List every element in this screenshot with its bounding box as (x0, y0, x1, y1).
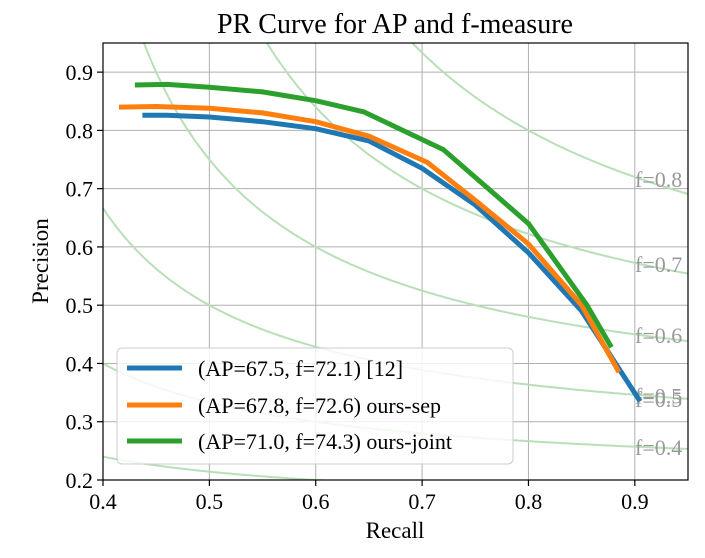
iso-f-curve-0 (411, 43, 688, 196)
y-axis-label: Precision (28, 218, 53, 304)
iso-f-label-0: f=0.8 (635, 167, 682, 192)
iso-f-label-1: f=0.7 (635, 252, 682, 277)
y-tick-label-0: 0.2 (66, 468, 94, 493)
iso-f-label-4: f=0.4 (635, 435, 682, 460)
y-tick-label-2: 0.4 (66, 351, 94, 376)
y-axis-ticks: 0.2 0.3 0.4 0.5 0.6 0.7 0.8 0.9 (66, 60, 103, 493)
x-tick-label-0: 0.4 (89, 489, 117, 514)
x-tick-label-1: 0.5 (196, 489, 224, 514)
y-tick-label-3: 0.5 (66, 293, 94, 318)
x-tick-label-4: 0.8 (515, 489, 543, 514)
y-tick-label-5: 0.7 (66, 177, 94, 202)
plot-frame (102, 42, 689, 481)
y-tick-label-7: 0.9 (66, 60, 94, 85)
series-line-2 (134, 81, 614, 349)
iso-f-label-3: f=0.5 (635, 383, 682, 408)
iso-f-label-extra: f=0.5 (635, 387, 682, 412)
iso-f-curve-1 (265, 43, 688, 275)
legend-label-0: (AP=67.5, f=72.1) [12] (198, 356, 403, 381)
x-tick-label-5: 0.9 (621, 489, 649, 514)
x-axis-label: Recall (366, 518, 425, 543)
grid-lines (102, 43, 688, 481)
chart-title: PR Curve for AP and f-measure (217, 9, 573, 40)
legend-label-1: (AP=67.8, f=72.6) ours-sep (198, 393, 441, 418)
legend-label-2: (AP=71.0, f=74.3) ours-joint (198, 429, 452, 454)
y-tick-label-6: 0.8 (66, 118, 94, 143)
series-line-0 (142, 112, 643, 403)
series-lines (118, 81, 643, 403)
y-tick-label-4: 0.6 (66, 235, 94, 260)
series-line-1 (118, 104, 622, 374)
x-tick-label-3: 0.7 (408, 489, 436, 514)
iso-f-curve-2 (142, 43, 688, 343)
legend: (AP=67.5, f=72.1) [12] (AP=67.8, f=72.6)… (116, 347, 514, 465)
iso-f-curve-5 (103, 455, 333, 480)
iso-f-label-2: f=0.6 (635, 323, 682, 348)
iso-f-labels: f=0.8 f=0.7 f=0.6 f=0.5 f=0.4 f=0.5 (635, 167, 682, 460)
legend-box (116, 347, 514, 465)
y-tick-label-1: 0.3 (66, 410, 94, 435)
x-axis-ticks: 0.4 0.5 0.6 0.7 0.8 0.9 (89, 480, 649, 514)
x-tick-label-2: 0.6 (302, 489, 330, 514)
